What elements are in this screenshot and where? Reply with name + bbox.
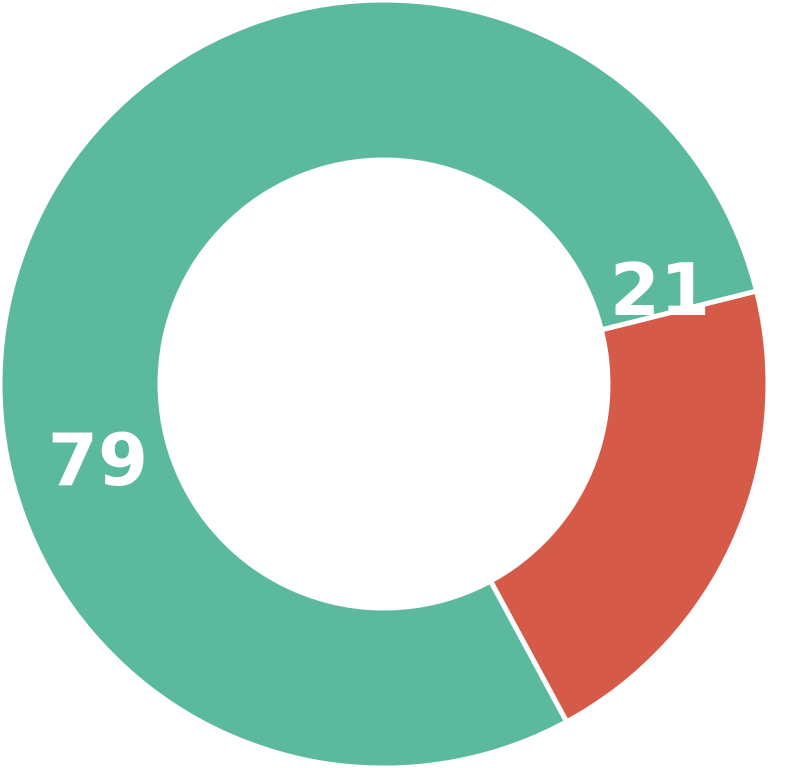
donut-labels: 21 79 (48, 248, 710, 502)
donut-slice-79 (0, 0, 757, 768)
slice-value-label: 79 (48, 418, 148, 502)
donut-slices (0, 0, 768, 768)
donut-slice-21 (487, 288, 771, 726)
slice-value-label: 21 (610, 248, 710, 332)
